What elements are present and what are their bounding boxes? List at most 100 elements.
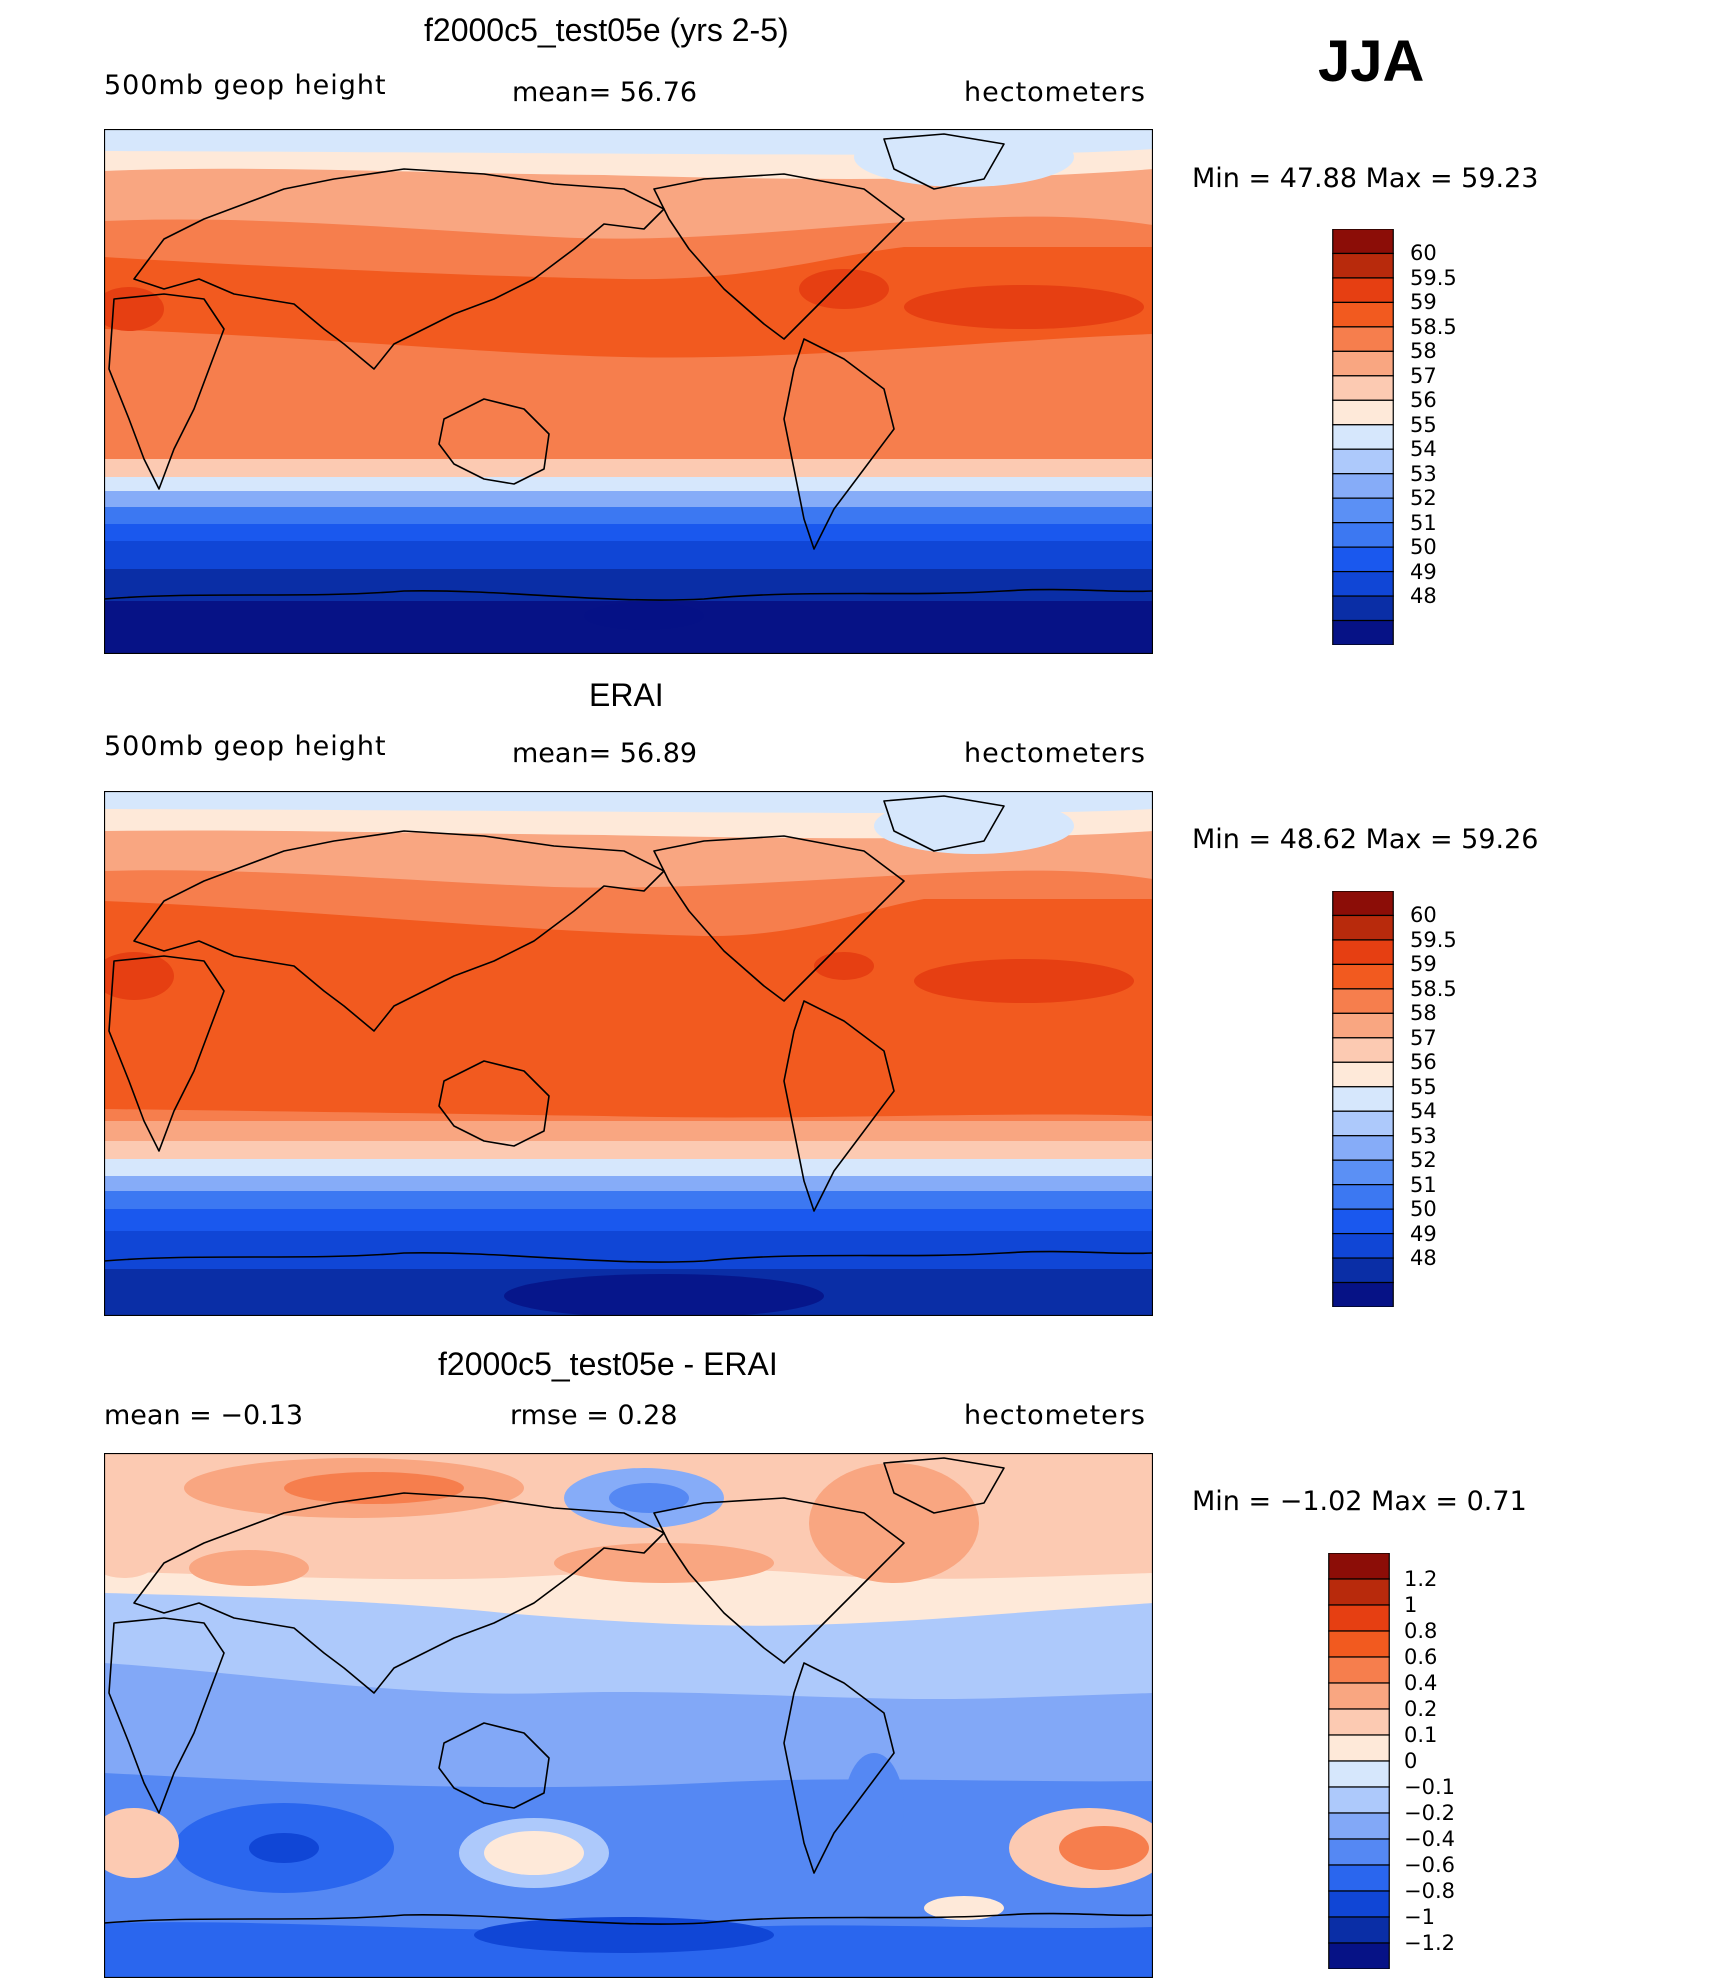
colorbar-tick-label: 0.8 <box>1404 1619 1438 1643</box>
colorbar-box <box>1332 301 1394 328</box>
colorbar-box <box>1328 1604 1390 1632</box>
colorbar-box <box>1332 619 1394 645</box>
colorbar-tick-label: 0 <box>1404 1749 1418 1773</box>
colorbar-box <box>1332 546 1394 573</box>
colorbar-box <box>1332 939 1394 966</box>
panel-3-rmse-label: rmse = 0.28 <box>510 1400 678 1431</box>
colorbar-tick-label: 56 <box>1410 1050 1437 1075</box>
panel-2-title: ERAI <box>589 677 664 713</box>
colorbar-box <box>1332 570 1394 597</box>
panel-1-title: f2000c5_test05e (yrs 2-5) <box>424 12 789 48</box>
colorbar-tick-label: 0.2 <box>1404 1697 1438 1721</box>
colorbar-box <box>1332 473 1394 499</box>
panel-2-colorbar <box>1332 891 1394 1307</box>
colorbar-box <box>1332 448 1394 475</box>
colorbar-tick-label: 57 <box>1410 363 1437 388</box>
colorbar-box <box>1328 1916 1390 1944</box>
colorbar-tick-label: 60 <box>1410 241 1437 266</box>
colorbar-box <box>1332 424 1394 450</box>
colorbar-tick-label: 58 <box>1410 1001 1437 1026</box>
colorbar-tick-label: 1.2 <box>1404 1567 1438 1591</box>
colorbar-tick-label: 54 <box>1410 1099 1437 1124</box>
colorbar-tick-label: 48 <box>1410 584 1437 609</box>
colorbar-box <box>1332 1232 1394 1259</box>
panel-3-title: f2000c5_test05e - ERAI <box>438 1346 778 1382</box>
colorbar-box <box>1332 1037 1394 1063</box>
colorbar-tick-label: 57 <box>1410 1025 1437 1050</box>
colorbar-tick-label: 58.5 <box>1410 314 1457 339</box>
colorbar-box <box>1332 1281 1394 1307</box>
colorbar-tick-label: 59.5 <box>1410 927 1457 952</box>
colorbar-box <box>1332 1086 1394 1112</box>
colorbar-tick-label: 53 <box>1410 461 1437 486</box>
colorbar-tick-label: 55 <box>1410 412 1437 437</box>
colorbar-box <box>1332 1208 1394 1235</box>
colorbar-box <box>1332 229 1394 255</box>
colorbar-box <box>1328 1708 1390 1736</box>
colorbar-box <box>1328 1786 1390 1814</box>
colorbar-tick-label: 53 <box>1410 1123 1437 1148</box>
colorbar-tick-label: 58.5 <box>1410 976 1457 1001</box>
panel-1-mean-label: mean= 56.76 <box>512 77 698 108</box>
panel-3-units-label: hectometers <box>964 1400 1146 1431</box>
colorbar-box <box>1328 1578 1390 1606</box>
panel-1-minmax-label: Min = 47.88 Max = 59.23 <box>1192 163 1539 194</box>
colorbar-box <box>1332 522 1394 548</box>
panel-3-mean-label: mean = −0.13 <box>104 1400 304 1431</box>
colorbar-tick-label: 54 <box>1410 437 1437 462</box>
colorbar-box <box>1332 891 1394 917</box>
colorbar-box <box>1332 326 1394 352</box>
colorbar-tick-label: 55 <box>1410 1074 1437 1099</box>
colorbar-tick-label: 52 <box>1410 1148 1437 1173</box>
panel-2-mean-label: mean= 56.89 <box>512 738 698 769</box>
colorbar-tick-label: 52 <box>1410 486 1437 511</box>
colorbar-box <box>1328 1734 1390 1762</box>
colorbar-tick-label: 0.6 <box>1404 1645 1438 1669</box>
colorbar-tick-label: −0.4 <box>1404 1827 1455 1851</box>
colorbar-box <box>1332 1135 1394 1161</box>
colorbar-tick-label: 59.5 <box>1410 265 1457 290</box>
season-label: JJA <box>1318 29 1425 94</box>
colorbar-tick-label: 0.1 <box>1404 1723 1438 1747</box>
colorbar-box <box>1332 595 1394 622</box>
colorbar-box <box>1332 375 1394 401</box>
colorbar-box <box>1332 914 1394 941</box>
colorbar-box <box>1332 1012 1394 1039</box>
panel-1-map <box>104 129 1153 654</box>
colorbar-box <box>1332 1159 1394 1186</box>
colorbar-tick-label: −1 <box>1404 1905 1435 1929</box>
colorbar-tick-label: 56 <box>1410 388 1437 413</box>
colorbar-box <box>1332 350 1394 377</box>
colorbar-tick-label: 50 <box>1410 1197 1437 1222</box>
colorbar-tick-label: −0.8 <box>1404 1879 1455 1903</box>
colorbar-tick-label: 49 <box>1410 559 1437 584</box>
colorbar-box <box>1328 1682 1390 1710</box>
panel-2-minmax-label: Min = 48.62 Max = 59.26 <box>1192 824 1539 855</box>
panel-1-variable-label: 500mb geop height <box>104 70 387 101</box>
colorbar-tick-label: −0.6 <box>1404 1853 1455 1877</box>
colorbar-box <box>1332 988 1394 1014</box>
colorbar-box <box>1328 1864 1390 1892</box>
colorbar-box <box>1328 1656 1390 1684</box>
panel-3-map <box>104 1453 1153 1978</box>
colorbar-tick-label: 1 <box>1404 1593 1418 1617</box>
panel-2-units-label: hectometers <box>964 738 1146 769</box>
panel-1-colorbar <box>1332 229 1394 645</box>
colorbar-tick-label: 59 <box>1410 952 1437 977</box>
colorbar-box <box>1328 1760 1390 1788</box>
panel-2-map <box>104 791 1153 1316</box>
colorbar-tick-label: −0.2 <box>1404 1801 1455 1825</box>
colorbar-box <box>1332 1110 1394 1137</box>
colorbar-tick-label: 58 <box>1410 339 1437 364</box>
colorbar-tick-label: 51 <box>1410 510 1437 535</box>
colorbar-box <box>1332 399 1394 426</box>
colorbar-tick-label: −1.2 <box>1404 1931 1455 1955</box>
colorbar-box <box>1332 1257 1394 1284</box>
colorbar-box <box>1328 1890 1390 1918</box>
colorbar-box <box>1332 497 1394 524</box>
colorbar-tick-label: 0.4 <box>1404 1671 1438 1695</box>
colorbar-tick-label: 50 <box>1410 535 1437 560</box>
colorbar-box <box>1332 277 1394 304</box>
colorbar-box <box>1332 1061 1394 1088</box>
colorbar-tick-label: 51 <box>1410 1172 1437 1197</box>
